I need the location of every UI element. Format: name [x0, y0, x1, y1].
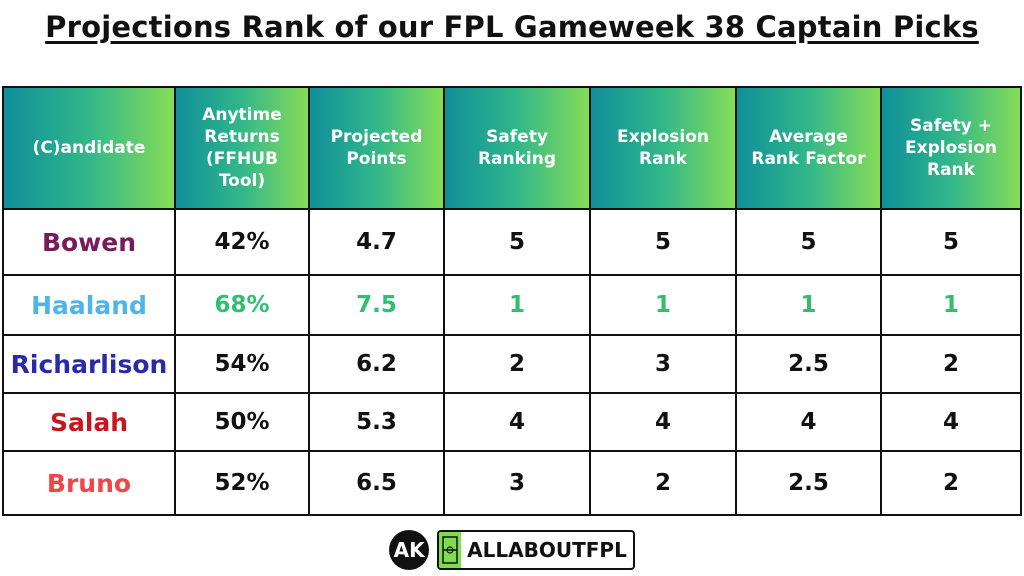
- header-candidate: (C)andidate: [2, 86, 176, 210]
- header-average-rank-factor: Average Rank Factor: [735, 86, 882, 210]
- football-pitch-icon: [439, 532, 462, 568]
- candidate-name: Richarlison: [2, 334, 176, 394]
- table-cell: 2: [443, 334, 591, 394]
- header-safety-explosion-rank: Safety + Explosion Rank: [880, 86, 1022, 210]
- header-line: Explosion: [905, 137, 997, 158]
- table-row: Bowen 42% 4.7 5 5 5 5: [2, 208, 1022, 276]
- brand-text: ALLABOUTFPL: [467, 538, 627, 562]
- table-row: Richarlison 54% 6.2 2 3 2.5 2: [2, 334, 1022, 394]
- table-cell: 1: [735, 274, 882, 336]
- table-cell: 3: [443, 450, 591, 516]
- table-row: Salah 50% 5.3 4 4 4 4: [2, 392, 1022, 452]
- header-line: Tool): [218, 171, 266, 192]
- header-line: Rank: [639, 149, 687, 169]
- candidate-name: Salah: [2, 392, 176, 452]
- header-line: Anytime: [202, 104, 282, 125]
- table-cell: 54%: [174, 334, 310, 394]
- table-cell: 42%: [174, 208, 310, 276]
- table-cell: 1: [880, 274, 1022, 336]
- table-cell: 5: [880, 208, 1022, 276]
- table-row: Bruno 52% 6.5 3 2 2.5 2: [2, 450, 1022, 516]
- header-safety-ranking: Safety Ranking: [443, 86, 591, 210]
- header-line: Explosion: [617, 126, 709, 147]
- table-row: Haaland 68% 7.5 1 1 1 1: [2, 274, 1022, 336]
- captain-picks-table: (C)andidate Anytime Returns (FFHUB Tool) Pr…: [2, 86, 1022, 516]
- candidate-name: Bruno: [2, 450, 176, 516]
- table-cell: 6.5: [308, 450, 445, 516]
- table-cell: 5.3: [308, 392, 445, 452]
- header-line: Returns: [204, 126, 280, 147]
- page-title: Projections Rank of our FPL Gameweek 38 …: [45, 10, 979, 44]
- table-cell: 50%: [174, 392, 310, 452]
- table-cell: 6.2: [308, 334, 445, 394]
- header-line: Safety +: [909, 115, 992, 136]
- header-anytime-returns: Anytime Returns (FFHUB Tool): [174, 86, 310, 210]
- header-projected-points: Projected Points: [308, 86, 445, 210]
- table-cell: 68%: [174, 274, 310, 336]
- table-cell: 2: [880, 450, 1022, 516]
- table-cell: 4: [880, 392, 1022, 452]
- table-cell: 4: [443, 392, 591, 452]
- header-line: Ranking: [477, 149, 557, 169]
- header-line: Projected: [330, 126, 423, 147]
- allaboutfpl-logo: ALLABOUTFPL: [437, 530, 635, 570]
- table-cell: 4: [735, 392, 882, 452]
- table-cell: 2.5: [735, 450, 882, 516]
- header-explosion-rank: Explosion Rank: [589, 86, 737, 210]
- header-line: Rank Factor: [751, 149, 866, 169]
- table-cell: 2.5: [735, 334, 882, 394]
- table-cell: 52%: [174, 450, 310, 516]
- table-cell: 4.7: [308, 208, 445, 276]
- footer-logos: AK ALLABOUTFPL: [0, 529, 1024, 571]
- candidate-name: Bowen: [2, 208, 176, 276]
- table-cell: 1: [589, 274, 737, 336]
- header-row: (C)andidate Anytime Returns (FFHUB Tool) Pr…: [2, 86, 1022, 210]
- header-line: (FFHUB: [206, 149, 278, 169]
- table-cell: 1: [443, 274, 591, 336]
- table-cell: 4: [589, 392, 737, 452]
- candidate-name: Haaland: [2, 274, 176, 336]
- table-cell: 7.5: [308, 274, 445, 336]
- table-cell: 5: [443, 208, 591, 276]
- table-cell: 2: [589, 450, 737, 516]
- header-line: (C)andidate: [32, 137, 146, 158]
- table-cell: 3: [589, 334, 737, 394]
- header-line: Safety: [486, 126, 548, 147]
- table-cell: 5: [589, 208, 737, 276]
- header-line: Rank: [927, 160, 975, 181]
- header-line: Average: [769, 126, 848, 147]
- ak-logo: AK: [389, 530, 430, 570]
- header-line: Points: [346, 149, 407, 169]
- table-cell: 5: [735, 208, 882, 276]
- table-cell: 2: [880, 334, 1022, 394]
